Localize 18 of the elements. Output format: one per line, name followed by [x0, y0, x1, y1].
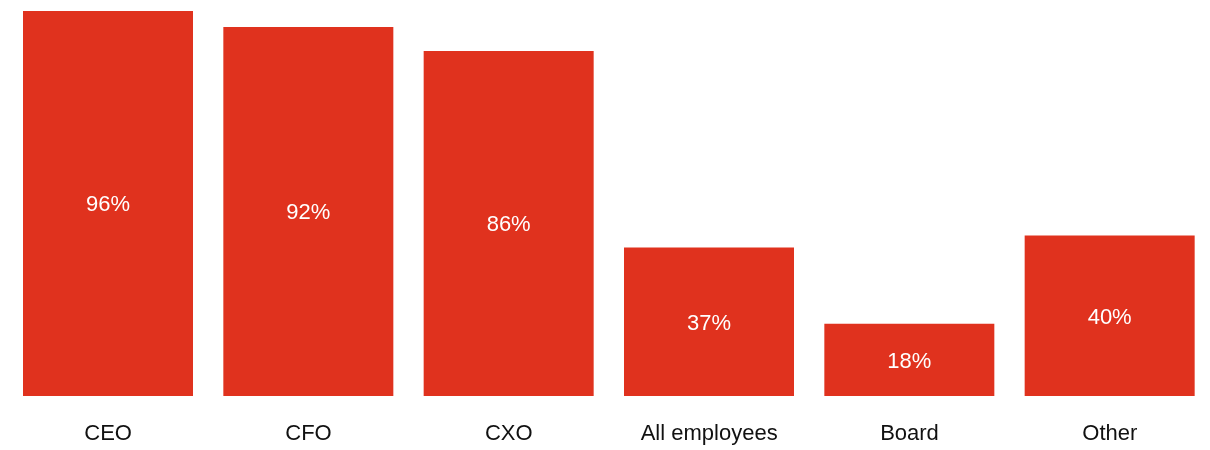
x-tick-label: CXO	[484, 419, 533, 445]
data-label: 18%	[887, 347, 932, 373]
x-tick-label: CEO	[84, 419, 133, 445]
data-label: 92%	[286, 199, 331, 225]
bar	[824, 323, 995, 396]
bar	[223, 27, 394, 396]
x-tick-label: Other	[1082, 419, 1138, 445]
data-label: 86%	[486, 211, 531, 237]
bar	[23, 11, 193, 396]
x-tick-label: Board	[880, 419, 939, 445]
data-label: 40%	[1087, 303, 1132, 329]
x-tick-label: All employees	[640, 419, 778, 445]
bar	[423, 51, 594, 396]
bar	[1024, 235, 1195, 396]
data-label: 37%	[686, 309, 732, 335]
bar	[624, 247, 794, 396]
data-label: 96%	[85, 191, 131, 217]
x-tick-label: CFO	[285, 419, 332, 445]
